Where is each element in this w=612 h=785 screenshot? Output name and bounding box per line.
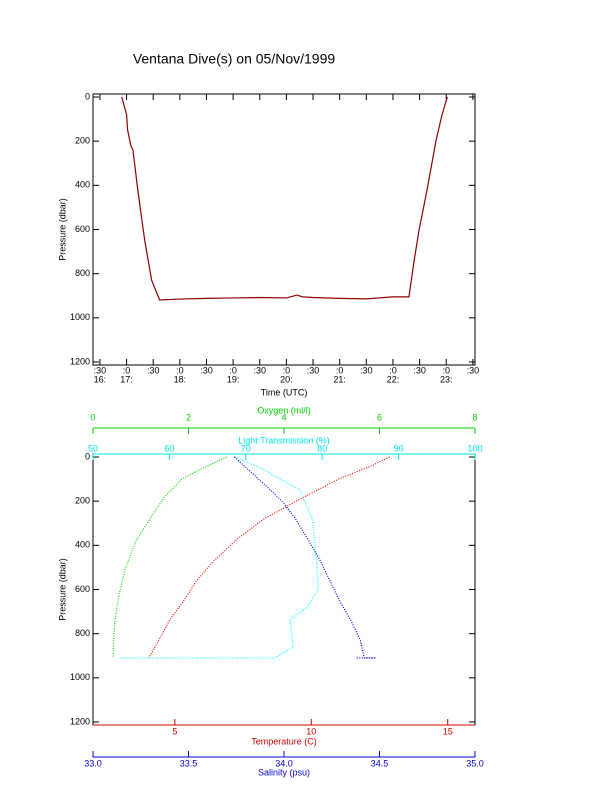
x-tick-label: :0: [123, 365, 131, 375]
pressure-trace: [121, 96, 448, 301]
plot-frame: [92, 93, 476, 366]
x-tick-hour-label: 23:: [440, 374, 453, 384]
y-tick-label: 1200: [70, 356, 90, 366]
profile-trace: [148, 456, 390, 659]
y-tick-label: 200: [75, 496, 90, 506]
x-tick-label: 0: [90, 412, 95, 422]
y-axis-title: Pressure (dbar): [57, 558, 67, 621]
x-axis-title: Time (UTC): [261, 387, 308, 397]
x-tick-label: 5: [172, 726, 177, 736]
x-tick-label: 34.0: [275, 758, 293, 768]
x-tick-label: 80: [317, 443, 327, 453]
x-tick-label: :0: [442, 365, 450, 375]
x-tick-label: 33.5: [180, 758, 198, 768]
x-tick-label: 6: [377, 412, 382, 422]
x-tick-label: :30: [467, 365, 480, 375]
profile-trace: [233, 456, 376, 659]
x-tick-label: 70: [241, 443, 251, 453]
x-tick-label: 10: [306, 726, 316, 736]
y-axis-title: Pressure (dbar): [57, 198, 67, 261]
y-tick-label: 400: [75, 540, 90, 550]
x-tick-label: :0: [283, 365, 291, 375]
x-tick-label: 60: [164, 443, 174, 453]
x-tick-label: :30: [360, 365, 373, 375]
x-tick-label: :30: [147, 365, 160, 375]
y-tick-label: 600: [75, 224, 90, 234]
y-tick-label: 800: [75, 268, 90, 278]
x-tick-label: :0: [389, 365, 397, 375]
y-tick-label: 0: [85, 451, 90, 461]
x-tick-label: 2: [186, 412, 191, 422]
x-tick-label: 100: [467, 443, 482, 453]
x-tick-hour-label: 17:: [120, 374, 133, 384]
x-tick-label: 8: [472, 412, 477, 422]
x-tick-hour-label: 19:: [227, 374, 240, 384]
chart-title: Ventana Dive(s) on 05/Nov/1999: [133, 51, 336, 67]
x-tick-hour-label: 21:: [333, 374, 346, 384]
profile-trace: [119, 456, 319, 659]
x-tick-label: :30: [254, 365, 267, 375]
y-tick-label: 200: [75, 136, 90, 146]
x-tick-hour-label: 20:: [280, 374, 293, 384]
x-tick-hour-label: 16:: [94, 374, 107, 384]
x-axis-title: Oxygen (ml/l): [257, 405, 311, 415]
x-tick-label: 35.0: [466, 758, 484, 768]
x-tick-label: 33.0: [84, 758, 102, 768]
y-tick-label: 400: [75, 180, 90, 190]
x-tick-label: :0: [176, 365, 184, 375]
x-tick-label: :0: [336, 365, 344, 375]
plot-frame: [92, 453, 476, 726]
y-tick-label: 1000: [70, 312, 90, 322]
x-tick-label: :0: [229, 365, 237, 375]
x-axis-title: Light Transmission (%): [238, 435, 330, 445]
x-axis-title: Salinity (psu): [258, 767, 310, 777]
x-tick-label: 15: [443, 726, 453, 736]
x-tick-label: 90: [394, 443, 404, 453]
x-tick-label: :30: [413, 365, 426, 375]
x-tick-label: 4: [281, 412, 286, 422]
y-tick-label: 0: [85, 91, 90, 101]
x-tick-label: 34.5: [371, 758, 389, 768]
profile-trace: [112, 456, 227, 658]
y-tick-label: 1000: [70, 672, 90, 682]
x-tick-label: :30: [307, 365, 320, 375]
y-tick-label: 600: [75, 584, 90, 594]
x-tick-hour-label: 18:: [174, 374, 187, 384]
x-tick-hour-label: 22:: [387, 374, 400, 384]
x-tick-label: 50: [88, 443, 98, 453]
x-tick-label: :30: [200, 365, 213, 375]
y-tick-label: 1200: [70, 716, 90, 726]
x-axis-title: Temperature (C): [251, 736, 317, 746]
x-tick-label: :30: [94, 365, 107, 375]
y-tick-label: 800: [75, 628, 90, 638]
